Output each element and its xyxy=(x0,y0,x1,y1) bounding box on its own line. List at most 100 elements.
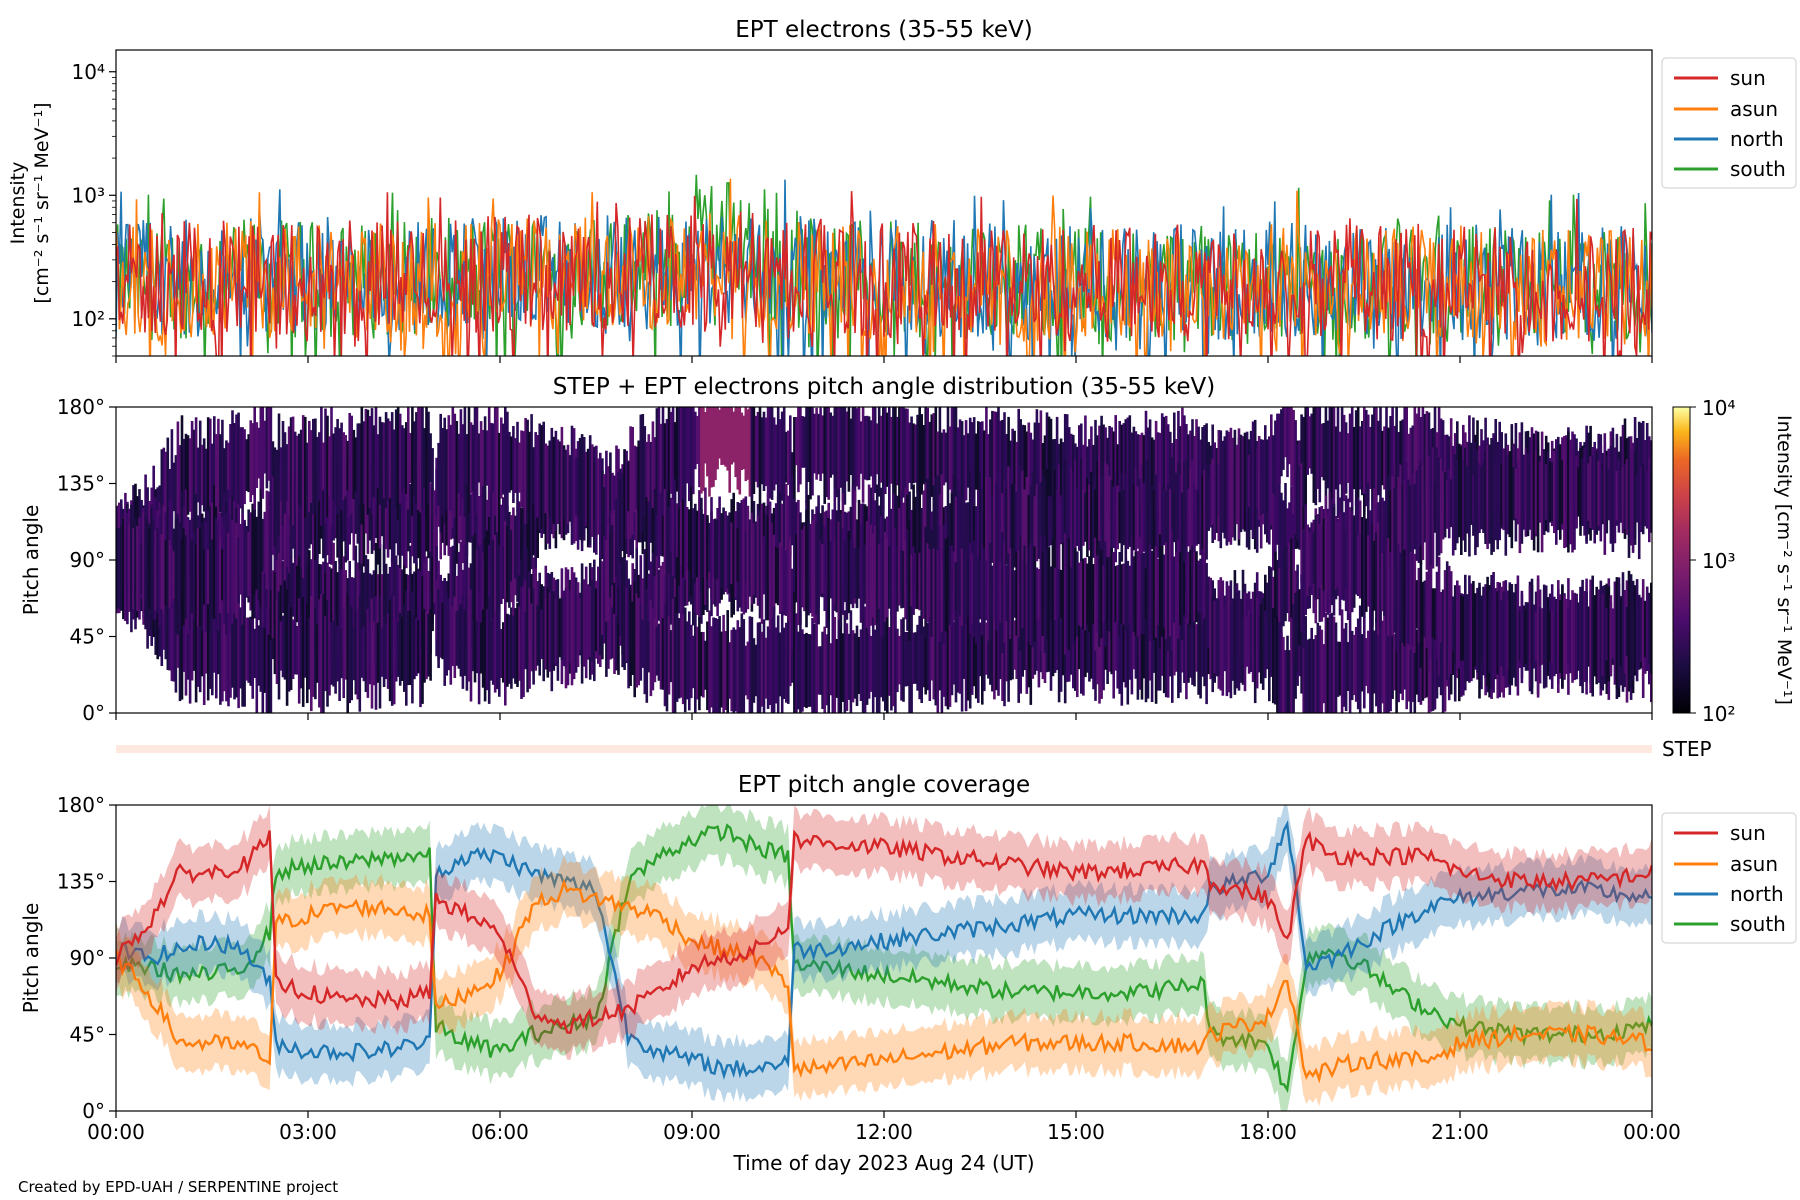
pad-cell xyxy=(1245,616,1249,667)
pad-cell xyxy=(403,459,406,566)
pad-cell xyxy=(894,528,897,629)
pad-cell xyxy=(843,407,847,505)
pad-cell xyxy=(314,418,317,515)
pad-cell xyxy=(257,625,261,686)
pad-cell xyxy=(330,568,333,632)
pad-cell xyxy=(1082,558,1085,630)
pad-cell xyxy=(956,479,960,587)
x-tick-label: 00:00 xyxy=(87,1120,145,1144)
pad-cell xyxy=(1015,491,1018,560)
pad-cell xyxy=(1381,553,1384,612)
colorbar-tick-label-2: 10³ xyxy=(1702,549,1735,573)
pad-cell xyxy=(1080,596,1083,694)
pad-cell xyxy=(1542,449,1546,535)
pad-cell xyxy=(1514,583,1518,687)
pad-cell xyxy=(742,619,746,713)
pad-cell xyxy=(661,562,665,624)
pad-cell xyxy=(1346,498,1350,621)
pad-cell xyxy=(279,621,283,671)
pad-cell xyxy=(799,611,802,713)
pad-cell xyxy=(1181,407,1184,529)
pad-cell xyxy=(738,407,742,495)
pad-cell xyxy=(768,407,772,499)
pad-cell xyxy=(1383,500,1386,565)
pad-cell xyxy=(985,477,988,582)
pad-cell xyxy=(869,420,873,477)
pad-cell xyxy=(730,629,733,712)
pad-cell xyxy=(688,407,691,502)
pad-cell xyxy=(1076,489,1079,546)
pad-cell xyxy=(310,489,313,545)
pad-cell xyxy=(694,503,697,584)
pad-cell xyxy=(283,432,287,514)
pad-cell xyxy=(817,512,820,625)
pad-cell xyxy=(281,615,285,678)
pad-cell xyxy=(669,547,673,625)
pad-cell xyxy=(299,614,303,689)
pad-cell xyxy=(255,516,259,590)
pad-cell xyxy=(946,537,950,634)
pad-cell xyxy=(1458,585,1461,669)
pad-cell xyxy=(578,437,582,537)
pad-cell xyxy=(970,422,974,500)
pad-cell xyxy=(1328,613,1332,713)
pad-cell xyxy=(326,600,329,707)
pad-cell xyxy=(1441,420,1445,511)
pad-cell xyxy=(1397,432,1400,484)
pad-cell xyxy=(1037,422,1041,517)
pad-cell xyxy=(265,601,269,713)
pad-cell xyxy=(997,598,1000,696)
pad-cell xyxy=(811,618,814,713)
pad-cell xyxy=(793,591,796,713)
legend1-sun-label: sun xyxy=(1730,66,1766,90)
pad-cell xyxy=(1383,603,1386,713)
pad-cell xyxy=(821,415,824,474)
pad-cell xyxy=(552,436,556,525)
pad-cell xyxy=(269,407,273,491)
pad-cell xyxy=(1601,593,1605,676)
pad-cell xyxy=(425,407,428,517)
pad-cell xyxy=(1278,473,1281,572)
pad-cell xyxy=(918,615,921,700)
pad-cell xyxy=(1399,630,1402,694)
pad-cell xyxy=(950,407,954,512)
pad-cell xyxy=(1316,407,1320,489)
pad-cell xyxy=(1306,407,1309,475)
pad-cell xyxy=(382,616,386,687)
pad-cell xyxy=(524,612,527,670)
pad-cell xyxy=(364,614,368,692)
pad-cell xyxy=(1253,419,1257,539)
pad-cell xyxy=(928,549,932,617)
pad-cell xyxy=(245,617,248,681)
legend1-asun-label: asun xyxy=(1730,97,1778,121)
pad-cell xyxy=(890,611,893,711)
pad-cell xyxy=(1361,634,1364,692)
pad-cell xyxy=(277,591,281,700)
pad-cell xyxy=(1138,536,1142,652)
pad-cell xyxy=(324,615,327,692)
pad-title: STEP + EPT electrons pitch angle distrib… xyxy=(553,374,1215,400)
pad-cell xyxy=(312,610,315,697)
pad-cell xyxy=(407,474,410,552)
pad-cell xyxy=(457,551,461,648)
pad-cell xyxy=(643,595,647,695)
pad-cell xyxy=(1078,425,1081,525)
pad-cell xyxy=(1298,465,1301,550)
pad-cell xyxy=(1500,600,1503,667)
pad-cell xyxy=(875,423,879,475)
pad-cell xyxy=(582,437,586,540)
pad-cell xyxy=(453,596,457,678)
pad-cell xyxy=(1128,415,1132,529)
pad-cell xyxy=(182,438,186,512)
pad-cell xyxy=(649,561,653,638)
pad-cell xyxy=(251,605,254,699)
pad-cell xyxy=(987,540,990,641)
pad-cell xyxy=(1175,472,1178,563)
pad-cell xyxy=(762,411,766,491)
pad-cell xyxy=(1134,552,1138,636)
pad-cell xyxy=(493,505,497,557)
pad-cell xyxy=(259,621,263,692)
pad-cell xyxy=(289,417,293,526)
pad-cell xyxy=(1067,487,1071,550)
pad-cell xyxy=(556,579,560,681)
